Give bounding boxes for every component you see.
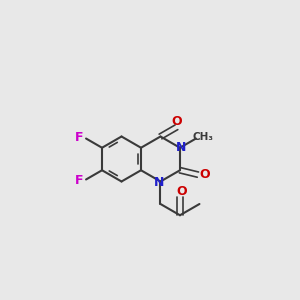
Text: O: O [171, 116, 182, 128]
Text: CH₃: CH₃ [193, 132, 214, 142]
Text: N: N [154, 176, 164, 190]
Text: F: F [75, 131, 84, 144]
Text: F: F [75, 174, 84, 187]
Text: N: N [176, 141, 187, 154]
Text: O: O [176, 185, 187, 198]
Text: O: O [199, 168, 210, 181]
